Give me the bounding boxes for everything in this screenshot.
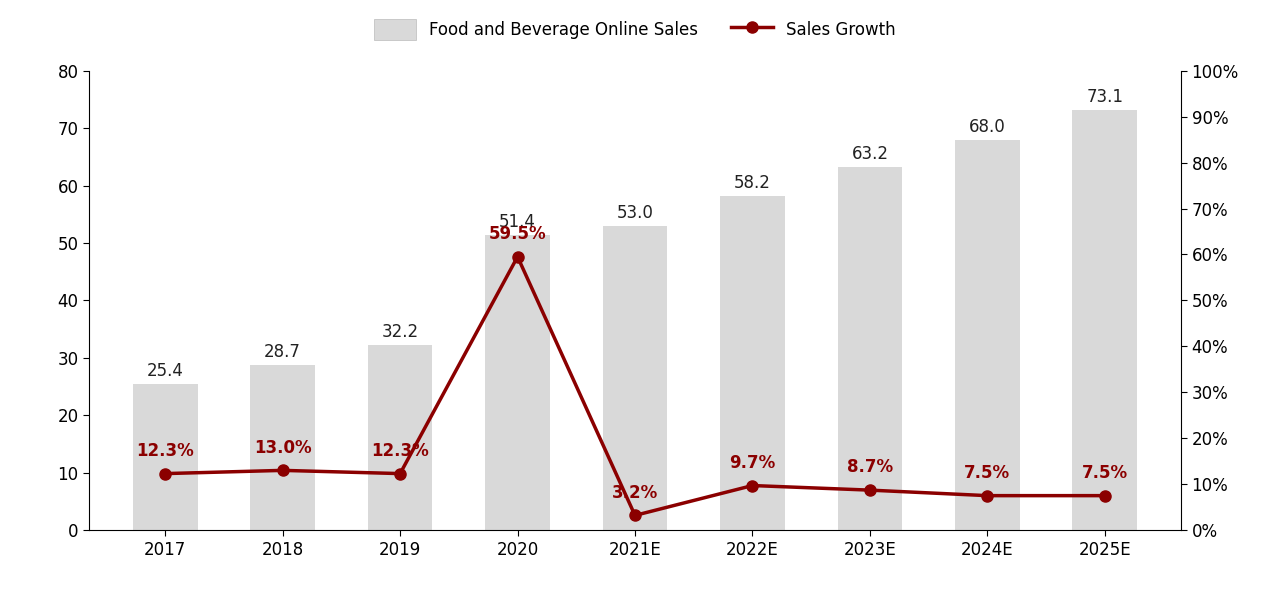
Text: 32.2: 32.2 <box>381 323 419 341</box>
Text: 3.2%: 3.2% <box>612 484 658 502</box>
Bar <box>838 167 902 530</box>
Bar <box>603 226 667 530</box>
Text: 51.4: 51.4 <box>499 213 536 231</box>
Text: 13.0%: 13.0% <box>254 439 311 456</box>
Text: 12.3%: 12.3% <box>136 442 194 460</box>
Text: 25.4: 25.4 <box>147 362 184 380</box>
Bar <box>720 196 785 530</box>
Text: 7.5%: 7.5% <box>964 464 1011 482</box>
Text: 73.1: 73.1 <box>1086 88 1123 106</box>
Bar <box>368 345 432 530</box>
Text: 8.7%: 8.7% <box>847 458 893 477</box>
Text: 12.3%: 12.3% <box>371 442 429 460</box>
Bar <box>1072 110 1137 530</box>
Bar <box>485 235 550 530</box>
Bar <box>250 365 315 530</box>
Text: 53.0: 53.0 <box>616 204 654 221</box>
Bar <box>955 140 1020 530</box>
Text: 9.7%: 9.7% <box>729 454 776 472</box>
Text: 7.5%: 7.5% <box>1082 464 1128 482</box>
Text: 58.2: 58.2 <box>734 174 771 192</box>
Text: 63.2: 63.2 <box>851 145 889 163</box>
Bar <box>133 384 198 530</box>
Text: 68.0: 68.0 <box>969 118 1006 135</box>
Text: 28.7: 28.7 <box>264 343 301 361</box>
Legend: Food and Beverage Online Sales, Sales Growth: Food and Beverage Online Sales, Sales Gr… <box>375 19 895 39</box>
Text: 59.5%: 59.5% <box>489 225 546 243</box>
